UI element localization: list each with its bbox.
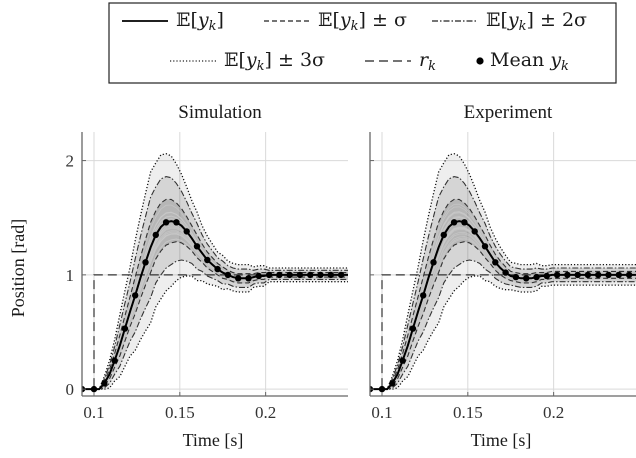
mean-point xyxy=(543,272,550,280)
mean-point xyxy=(265,271,273,279)
mean-point xyxy=(461,219,468,226)
mean-point xyxy=(235,275,242,282)
x-tick-label: 0.15 xyxy=(453,403,483,422)
mean-point xyxy=(533,273,540,281)
mean-point xyxy=(595,271,602,279)
x-tick-label: 0.1 xyxy=(83,403,104,422)
sample-trajectory xyxy=(370,203,636,390)
line-mean-minus-2sigma xyxy=(82,259,348,390)
panel-experiment: 0.1 0.15 0.2 Experiment Time [s] xyxy=(369,102,636,450)
line-mean-minus-sigma xyxy=(370,241,636,390)
mean-point xyxy=(481,243,489,250)
legend-entry-pm1: 𝔼[yk] ± σ xyxy=(264,9,407,34)
mean-point xyxy=(450,219,458,226)
mean-point xyxy=(245,275,252,282)
mean-point xyxy=(90,385,98,393)
line-mean-plus-2sigma xyxy=(370,176,636,390)
mean-point xyxy=(152,231,159,239)
mean-point xyxy=(296,271,304,279)
mean-point xyxy=(193,243,201,250)
mean-point xyxy=(615,271,622,279)
mean-point xyxy=(584,271,592,279)
legend-label-pm3: 𝔼[yk] ± 3σ xyxy=(224,49,325,74)
mean-point xyxy=(430,259,437,266)
mean-point xyxy=(276,271,283,279)
legend-marker-meanpts xyxy=(476,57,484,65)
y-tick-label: 2 xyxy=(66,152,75,171)
mean-point xyxy=(471,228,478,235)
legend-label-pm2: 𝔼[yk] ± 2σ xyxy=(486,9,587,34)
line-mean-minus-sigma xyxy=(82,241,348,390)
line-mean-minus-3sigma xyxy=(82,275,348,390)
mean-point xyxy=(142,259,149,266)
line-mean-plus-sigma xyxy=(370,198,636,390)
sample-trajectory xyxy=(82,238,348,390)
mean-point xyxy=(111,357,118,364)
band-3sigma xyxy=(82,153,348,390)
mean-point xyxy=(214,265,221,273)
mean-point xyxy=(132,292,139,299)
legend-entry-pm2: 𝔼[yk] ± 2σ xyxy=(432,9,587,34)
band-1sigma xyxy=(370,199,636,390)
mean-point xyxy=(307,271,314,279)
panel-simulation: 0.1 0.15 0.2 0 1 2 Simulation Time [s] Position … xyxy=(8,102,348,450)
x-tick-label: 0.1 xyxy=(371,403,392,422)
mean-point xyxy=(255,272,262,280)
mean-point xyxy=(564,271,571,279)
legend-label-meanpts: Mean yk xyxy=(490,49,569,74)
mean-point xyxy=(492,259,499,266)
mean-point xyxy=(409,325,417,332)
mean-point xyxy=(523,275,530,282)
x-axis-label: Time [s] xyxy=(183,430,244,450)
line-mean-minus-2sigma xyxy=(370,259,636,390)
legend-label-mean: 𝔼[yk] xyxy=(176,9,224,34)
mean-point xyxy=(121,325,129,332)
line-mean-plus-3sigma xyxy=(370,153,636,390)
mean-point xyxy=(286,271,293,279)
panel-title: Simulation xyxy=(178,102,262,123)
mean-point xyxy=(224,271,232,279)
plot-area xyxy=(82,153,348,393)
legend-frame xyxy=(108,2,617,84)
panel-title: Experiment xyxy=(464,102,553,123)
x-tick-label: 0.2 xyxy=(543,403,564,422)
mean-point xyxy=(502,269,509,276)
x-tick-label: 0.2 xyxy=(255,403,276,422)
mean-point xyxy=(183,228,190,235)
line-mean-plus-2sigma xyxy=(82,176,348,390)
legend-entry-mean: 𝔼[yk] xyxy=(122,9,224,34)
line-mean-plus-sigma xyxy=(82,198,348,390)
legend-entry-meanpts: Mean yk xyxy=(476,49,569,74)
mean-point xyxy=(399,357,406,364)
legend-label-pm1: 𝔼[yk] ± σ xyxy=(318,9,407,34)
legend-label-ref: rk xyxy=(419,49,436,74)
mean-point xyxy=(512,273,520,281)
plot-area xyxy=(370,153,636,393)
mean-point xyxy=(337,271,345,279)
x-tick-label: 0.15 xyxy=(165,403,195,422)
mean-point xyxy=(173,219,180,226)
mean-point xyxy=(101,380,108,387)
mean-point xyxy=(327,271,334,279)
mean-point xyxy=(625,271,633,279)
mean-point xyxy=(378,385,386,393)
mean-point xyxy=(162,219,170,226)
mean-point xyxy=(317,271,324,279)
x-axis-label: Time [s] xyxy=(471,430,532,450)
mean-point xyxy=(440,231,447,239)
mean-point xyxy=(420,292,427,299)
mean-point xyxy=(389,380,396,387)
mean-point xyxy=(605,271,612,279)
legend: 𝔼[yk] 𝔼[yk] ± σ 𝔼[yk] ± 2σ 𝔼[yk] ± 3σ rk Mean… xyxy=(108,2,617,84)
legend-entry-pm3: 𝔼[yk] ± 3σ xyxy=(170,49,325,74)
y-tick-label: 0 xyxy=(66,380,75,399)
legend-entry-ref: rk xyxy=(365,49,436,74)
mean-point xyxy=(204,256,211,264)
y-tick-label: 1 xyxy=(66,266,75,285)
mean-point xyxy=(574,271,581,279)
y-axis-label: Position [rad] xyxy=(8,219,28,318)
mean-point xyxy=(553,271,561,279)
